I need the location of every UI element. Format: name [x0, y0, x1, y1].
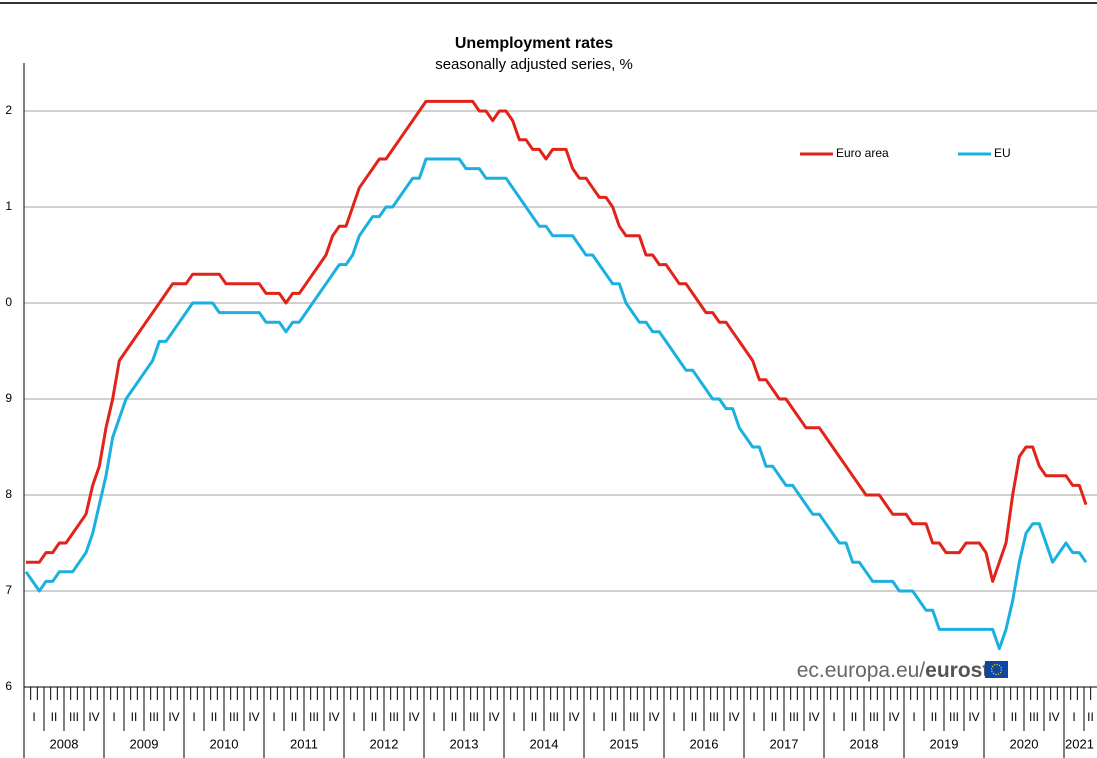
quarter-label: III [789, 710, 799, 724]
quarter-label: I [672, 710, 675, 724]
year-label: 2017 [770, 736, 799, 751]
year-label: 2009 [130, 736, 159, 751]
quarter-label: II [131, 710, 138, 724]
year-label: 2021 [1065, 736, 1094, 751]
year-label: 2011 [290, 736, 318, 751]
quarter-label: II [931, 710, 938, 724]
quarter-label: II [611, 710, 618, 724]
quarter-label: I [1072, 710, 1075, 724]
year-label: 2016 [690, 736, 719, 751]
legend-label: Euro area [836, 146, 889, 160]
year-label: 2018 [850, 736, 879, 751]
eu-flag [985, 661, 1008, 678]
quarter-label: I [432, 710, 435, 724]
series-line [24, 157, 1088, 651]
y-tick-label: 7 [5, 583, 12, 597]
y-tick-label: 0 [5, 295, 12, 309]
quarter-label: IV [568, 710, 579, 724]
y-tick-label: 9 [5, 391, 12, 405]
year-label: 2020 [1010, 736, 1039, 751]
quarter-label: III [69, 710, 79, 724]
quarter-label: I [912, 710, 915, 724]
quarter-label: III [1029, 710, 1039, 724]
y-tick-label: 2 [5, 103, 12, 117]
quarter-label: II [51, 710, 58, 724]
quarter-label: I [752, 710, 755, 724]
quarter-label: II [451, 710, 458, 724]
quarter-label: III [389, 710, 399, 724]
quarter-label: II [691, 710, 698, 724]
quarter-label: IV [408, 710, 419, 724]
quarter-label: I [32, 710, 35, 724]
year-label: 2013 [450, 736, 479, 751]
quarter-label: I [832, 710, 835, 724]
y-tick-label: 6 [5, 679, 12, 693]
quarter-label: I [352, 710, 355, 724]
quarter-label: IV [248, 710, 259, 724]
quarter-label: I [512, 710, 515, 724]
quarter-label: IV [88, 710, 99, 724]
quarter-label: II [531, 710, 538, 724]
quarter-label: III [309, 710, 319, 724]
y-tick-label: 8 [5, 487, 12, 501]
quarter-label: II [851, 710, 858, 724]
quarter-label: IV [488, 710, 499, 724]
series-line [26, 99, 1088, 583]
watermark-site: ec.europa.eu/ [797, 659, 926, 682]
year-label: 2014 [530, 736, 559, 751]
quarter-label: III [869, 710, 879, 724]
quarter-label: I [992, 710, 995, 724]
quarter-label: II [1011, 710, 1018, 724]
quarter-label: III [229, 710, 239, 724]
y-tick-label: 1 [5, 199, 12, 213]
quarter-label: II [291, 710, 298, 724]
year-label: 2015 [610, 736, 639, 751]
quarter-label: III [629, 710, 639, 724]
quarter-label: IV [728, 710, 739, 724]
watermark: ec.europa.eu/eurostat [797, 659, 1008, 682]
chart-title: Unemployment rates [455, 35, 613, 52]
eu-flag-stars [990, 663, 1003, 676]
quarter-label: III [149, 710, 159, 724]
quarter-label: II [1087, 710, 1094, 724]
year-label: 2010 [210, 736, 239, 751]
year-label: 2008 [50, 736, 79, 751]
quarter-label: III [949, 710, 959, 724]
quarter-label: IV [328, 710, 339, 724]
quarter-label: I [112, 710, 115, 724]
quarter-label: III [469, 710, 479, 724]
legend-label: EU [994, 146, 1011, 160]
quarter-label: IV [168, 710, 179, 724]
quarter-label: IV [1048, 710, 1059, 724]
year-label: 2012 [370, 736, 399, 751]
year-label: 2019 [930, 736, 959, 751]
quarter-label: II [211, 710, 218, 724]
quarter-label: II [771, 710, 778, 724]
quarter-label: I [272, 710, 275, 724]
quarter-label: IV [968, 710, 979, 724]
quarter-label: I [192, 710, 195, 724]
quarter-label: II [371, 710, 378, 724]
quarter-label: IV [648, 710, 659, 724]
quarter-label: III [549, 710, 559, 724]
chart-subtitle: seasonally adjusted series, % [435, 56, 633, 73]
quarter-label: IV [888, 710, 899, 724]
quarter-label: IV [808, 710, 819, 724]
quarter-label: III [709, 710, 719, 724]
quarter-label: I [592, 710, 595, 724]
